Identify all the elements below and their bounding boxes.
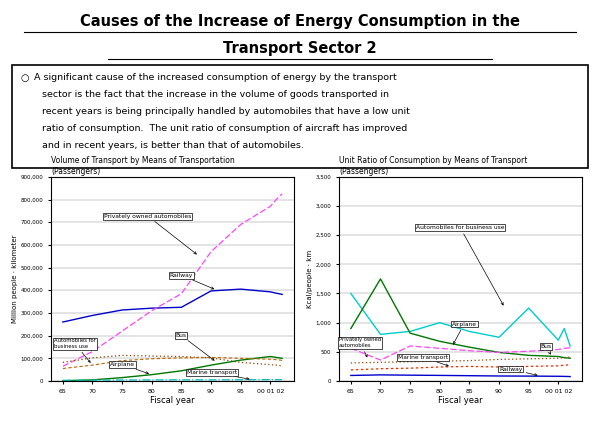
Text: ratio of consumption.  The unit ratio of consumption of aircraft has improved: ratio of consumption. The unit ratio of …	[42, 124, 407, 133]
Text: Volume of Transport by Means of Transportation
(Passengers): Volume of Transport by Means of Transpor…	[51, 156, 235, 176]
Text: A significant cause of the increased consumption of energy by the transport: A significant cause of the increased con…	[34, 73, 397, 82]
Text: ○: ○	[20, 73, 29, 83]
Y-axis label: Million people · kilometer: Million people · kilometer	[12, 234, 18, 323]
X-axis label: Fiscal year: Fiscal year	[438, 397, 483, 405]
Text: recent years is being principally handled by automobiles that have a low unit: recent years is being principally handle…	[42, 107, 410, 116]
Text: Bus: Bus	[541, 344, 551, 354]
Text: sector is the fact that the increase in the volume of goods transported in: sector is the fact that the increase in …	[42, 90, 389, 99]
Text: Causes of the Increase of Energy Consumption in the: Causes of the Increase of Energy Consump…	[80, 14, 520, 29]
Text: Airplane: Airplane	[110, 362, 148, 374]
Text: Railway: Railway	[499, 367, 537, 376]
Text: Unit Ratio of Consumption by Means of Transport
(Passengers): Unit Ratio of Consumption by Means of Tr…	[339, 156, 527, 176]
Text: Marine transport: Marine transport	[398, 355, 449, 366]
X-axis label: Fiscal year: Fiscal year	[150, 397, 195, 405]
Text: and in recent years, is better than that of automobiles.: and in recent years, is better than that…	[42, 141, 304, 150]
Text: Airplane: Airplane	[452, 322, 476, 344]
Text: Transport Sector 2: Transport Sector 2	[223, 41, 377, 56]
Text: Privately owned
automobiles: Privately owned automobiles	[339, 337, 381, 357]
Text: Railway: Railway	[170, 273, 214, 289]
Text: Automobiles for business use: Automobiles for business use	[416, 225, 505, 305]
Text: Marine transport: Marine transport	[187, 370, 249, 380]
Text: Privately owned automobiles: Privately owned automobiles	[104, 213, 196, 254]
Text: Automobiles for
business use: Automobiles for business use	[54, 338, 96, 362]
FancyBboxPatch shape	[12, 65, 588, 168]
Text: Bus: Bus	[175, 333, 214, 360]
Y-axis label: Kcal/people · km: Kcal/people · km	[307, 250, 313, 308]
